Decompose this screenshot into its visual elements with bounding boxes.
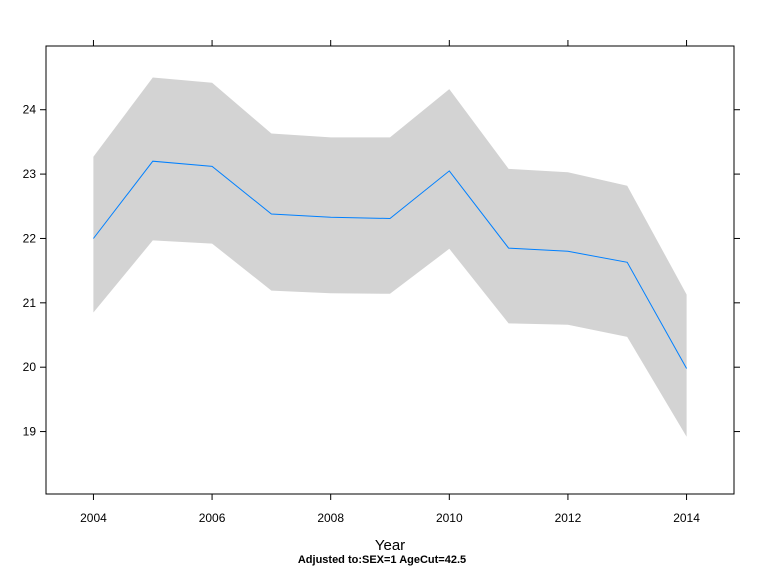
y-tick-label: 23	[23, 167, 37, 181]
plot-frame	[45, 45, 735, 495]
y-tick-label: 24	[23, 103, 37, 117]
y-tick-label: 22	[23, 231, 37, 245]
confidence-band	[93, 77, 687, 437]
series-line-layer	[93, 160, 688, 369]
y-tick-label: 19	[23, 425, 37, 439]
confidence-band-layer	[93, 77, 687, 437]
x-tick-label: 2014	[673, 511, 700, 525]
y-tick-label: 21	[23, 296, 37, 310]
y-tick-label: 20	[23, 360, 37, 374]
adjustment-footnote: Adjusted to:SEX=1 AgeCut=42.5	[298, 554, 466, 566]
x-tick-label: 2004	[80, 511, 107, 525]
x-axis-title: Year	[375, 537, 405, 554]
x-tick-label: 2006	[199, 511, 226, 525]
x-tick-label: 2010	[436, 511, 463, 525]
series-line	[93, 160, 688, 369]
axis-layer: 2004 2006 2008 2010 2012 2014 19 20 21 22 23 24	[23, 40, 740, 525]
x-tick-label: 2008	[317, 511, 344, 525]
x-tick-label: 2012	[555, 511, 582, 525]
